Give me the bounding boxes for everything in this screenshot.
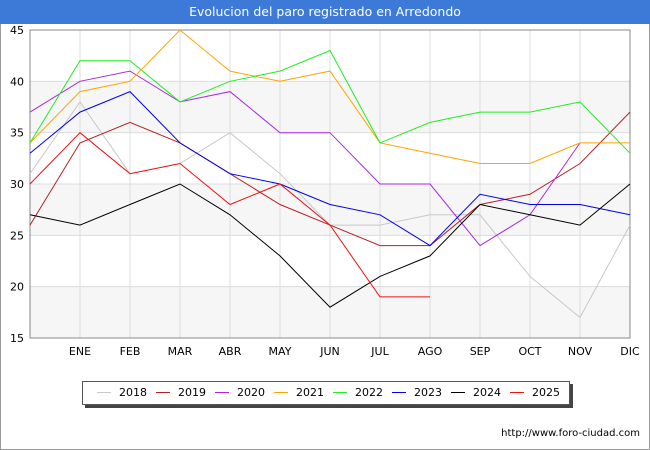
x-tick-label: ENE bbox=[69, 345, 91, 358]
y-tick-label: 45 bbox=[10, 24, 24, 37]
x-tick-label: ABR bbox=[219, 345, 242, 358]
x-tick-label: FEB bbox=[120, 345, 141, 358]
x-tick-label: JUN bbox=[319, 345, 340, 358]
legend-item-2018: 2018 bbox=[97, 382, 147, 404]
y-tick-label: 15 bbox=[10, 332, 24, 345]
legend-item-2023: 2023 bbox=[392, 382, 442, 404]
y-tick-label: 20 bbox=[10, 281, 24, 294]
series-line-2024 bbox=[29, 183, 631, 308]
series-line-2023 bbox=[29, 91, 631, 247]
x-tick-label: SEP bbox=[470, 345, 491, 358]
legend-swatch bbox=[510, 391, 524, 393]
x-tick-label: DIC bbox=[620, 345, 640, 358]
x-tick-label: OCT bbox=[518, 345, 541, 358]
legend-swatch bbox=[333, 391, 347, 393]
legend-swatch bbox=[97, 391, 111, 393]
series-line-2022 bbox=[29, 49, 631, 154]
legend-item-2025: 2025 bbox=[510, 382, 560, 404]
series-line-2021 bbox=[29, 29, 630, 164]
legend-label: 2021 bbox=[296, 386, 324, 399]
y-tick-label: 25 bbox=[10, 229, 24, 242]
legend-label: 2020 bbox=[237, 386, 265, 399]
chart-title: Evolucion del paro registrado en Arredon… bbox=[189, 4, 461, 19]
x-tick-label: JUL bbox=[370, 345, 389, 358]
y-tick-label: 35 bbox=[10, 127, 24, 140]
legend-swatch bbox=[215, 391, 229, 393]
legend-item-2019: 2019 bbox=[156, 382, 206, 404]
source-url: http://www.foro-ciudad.com bbox=[501, 428, 640, 439]
x-tick-label: MAR bbox=[168, 345, 193, 358]
legend-swatch bbox=[274, 391, 288, 393]
legend: 2018 2019 2020 2021 2022 2023 2024 2025 bbox=[82, 381, 570, 405]
legend-swatch bbox=[451, 391, 465, 393]
legend-label: 2024 bbox=[473, 386, 501, 399]
legend-label: 2022 bbox=[355, 386, 383, 399]
legend-swatch bbox=[156, 391, 170, 393]
legend-item-2022: 2022 bbox=[333, 382, 383, 404]
x-tick-label: AGO bbox=[418, 345, 443, 358]
legend-swatch bbox=[392, 391, 406, 393]
x-tick-label: MAY bbox=[269, 345, 292, 358]
legend-label: 2019 bbox=[178, 386, 206, 399]
legend-label: 2025 bbox=[532, 386, 560, 399]
legend-label: 2023 bbox=[414, 386, 442, 399]
x-tick-label: NOV bbox=[568, 345, 593, 358]
series-line-2025 bbox=[29, 132, 430, 298]
title-bar: Evolucion del paro registrado en Arredon… bbox=[0, 0, 650, 24]
legend-label: 2018 bbox=[119, 386, 147, 399]
y-tick-label: 30 bbox=[10, 178, 24, 191]
y-tick-label: 40 bbox=[10, 75, 24, 88]
series-line-2020 bbox=[29, 70, 581, 247]
legend-item-2024: 2024 bbox=[451, 382, 501, 404]
legend-item-2021: 2021 bbox=[274, 382, 324, 404]
legend-item-2020: 2020 bbox=[215, 382, 265, 404]
